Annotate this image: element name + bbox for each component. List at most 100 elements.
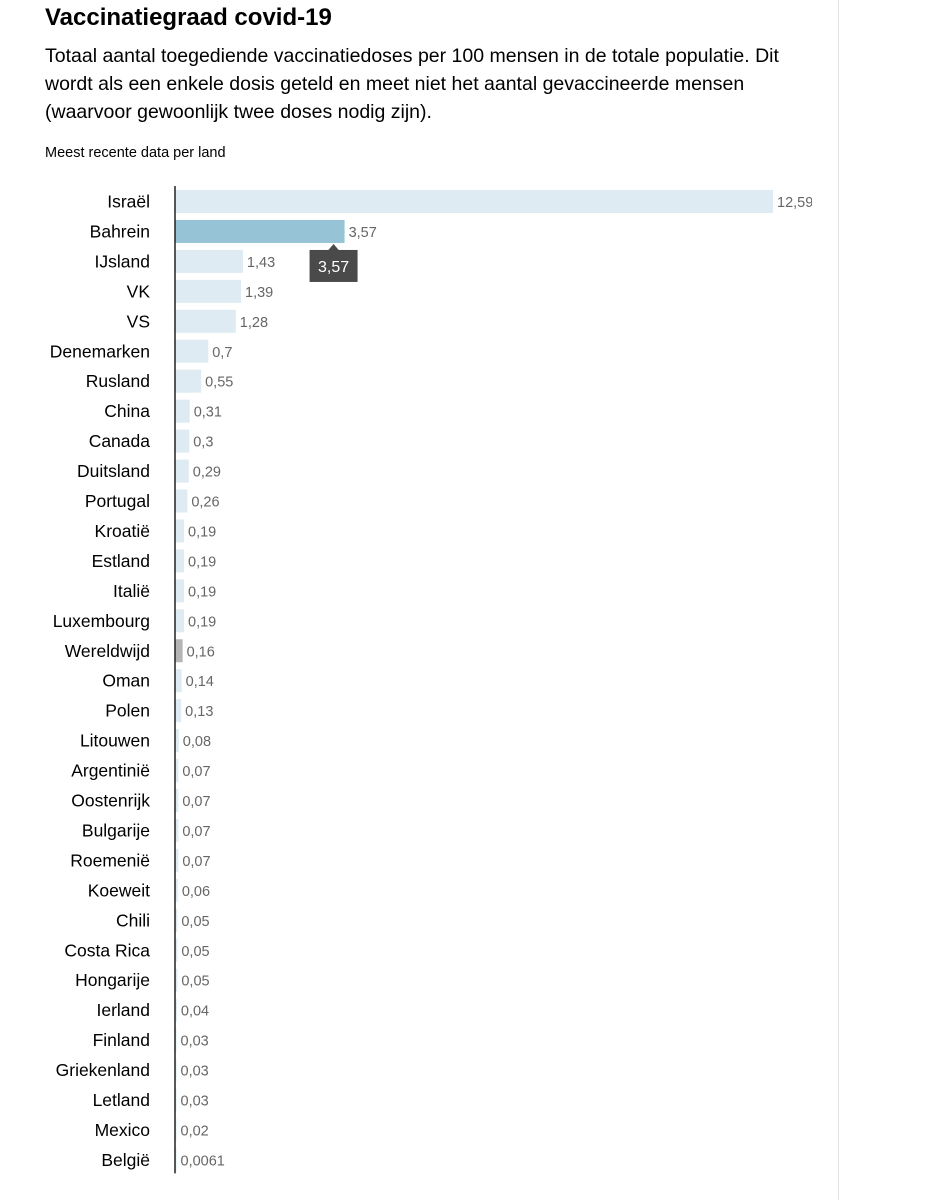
value-label-argentinie: 0,07 [182, 764, 210, 780]
bar-estland[interactable] [175, 549, 185, 573]
bar-roemenie[interactable] [175, 848, 179, 872]
value-label-roemenie: 0,07 [182, 854, 210, 870]
category-label-mexico: Mexico [95, 1120, 150, 1140]
bar-polen[interactable] [175, 699, 182, 723]
category-label-griekenland: Griekenland [56, 1060, 150, 1080]
value-label-hongarije: 0,05 [181, 974, 209, 990]
value-label-china: 0,31 [194, 405, 222, 421]
value-label-mexico: 0,02 [181, 1123, 209, 1139]
category-label-duitsland: Duitsland [77, 461, 150, 481]
category-label-finland: Finland [93, 1030, 150, 1050]
value-label-estland: 0,19 [188, 554, 216, 570]
value-label-letland: 0,03 [181, 1094, 209, 1110]
category-label-italie: Italië [113, 581, 150, 601]
bar-china[interactable] [175, 399, 190, 423]
category-label-vs: VS [127, 311, 150, 331]
bar-vs[interactable] [175, 309, 236, 333]
value-label-vs: 1,28 [240, 315, 268, 331]
value-label-canada: 0,3 [193, 435, 213, 451]
category-label-roemenie: Roemenië [70, 850, 150, 870]
bar-rusland[interactable] [175, 369, 202, 393]
category-label-canada: Canada [89, 431, 151, 451]
value-label-finland: 0,03 [181, 1034, 209, 1050]
chart-subtitle: Totaal aantal toegediende vaccinatiedose… [45, 45, 779, 123]
bar-ijsland[interactable] [175, 249, 243, 273]
category-label-china: China [104, 401, 150, 421]
category-label-denemarken: Denemarken [50, 341, 150, 361]
value-label-rusland: 0,55 [205, 375, 233, 391]
value-label-italie: 0,19 [188, 584, 216, 600]
value-label-kroatie: 0,19 [188, 524, 216, 540]
bar-italie[interactable] [175, 579, 185, 603]
value-label-ierland: 0,04 [181, 1004, 209, 1020]
bar-kroatie[interactable] [175, 519, 185, 543]
value-label-luxembourg: 0,19 [188, 614, 216, 630]
value-label-vk: 1,39 [245, 285, 273, 301]
tooltip-arrow [327, 243, 340, 251]
category-label-rusland: Rusland [86, 371, 150, 391]
panel-divider [838, 0, 839, 1200]
category-label-kroatie: Kroatië [95, 521, 150, 541]
value-label-oman: 0,14 [186, 674, 214, 690]
bar-hongarije[interactable] [175, 968, 178, 992]
value-label-oostenrijk: 0,07 [182, 794, 210, 810]
category-label-bahrein: Bahrein [90, 221, 150, 241]
category-label-portugal: Portugal [85, 491, 150, 511]
value-label-portugal: 0,26 [191, 495, 219, 511]
bar-litouwen[interactable] [175, 729, 179, 753]
bar-canada[interactable] [175, 429, 190, 453]
value-label-denemarken: 0,7 [212, 345, 232, 361]
value-label-litouwen: 0,08 [183, 734, 211, 750]
bar-koeweit[interactable] [175, 878, 178, 902]
category-label-litouwen: Litouwen [80, 731, 150, 751]
value-label-belgie: 0,0061 [181, 1153, 225, 1169]
category-label-luxembourg: Luxembourg [53, 611, 150, 631]
bar-duitsland[interactable] [175, 459, 189, 483]
bar-bulgarije[interactable] [175, 818, 179, 842]
category-label-oman: Oman [102, 671, 150, 691]
category-label-polen: Polen [105, 701, 150, 721]
bar-vk[interactable] [175, 279, 242, 303]
value-label-griekenland: 0,03 [181, 1064, 209, 1080]
category-label-koeweit: Koeweit [88, 880, 150, 900]
bar-oostenrijk[interactable] [175, 789, 179, 812]
bar-oman[interactable] [175, 669, 182, 693]
bar-portugal[interactable] [175, 489, 188, 513]
value-label-duitsland: 0,29 [193, 465, 221, 481]
category-label-bulgarije: Bulgarije [82, 820, 150, 840]
value-label-costa-rica: 0,05 [181, 944, 209, 960]
category-label-wereldwijd: Wereldwijd [65, 641, 150, 661]
category-label-argentinie: Argentinië [71, 761, 150, 781]
value-label-bulgarije: 0,07 [182, 824, 210, 840]
value-label-polen: 0,13 [185, 704, 213, 720]
category-label-costa-rica: Costa Rica [64, 940, 150, 960]
bar-ierland[interactable] [175, 998, 177, 1022]
category-label-chili: Chili [116, 910, 150, 930]
bar-argentinie[interactable] [175, 759, 179, 783]
bar-bahrein[interactable] [175, 219, 345, 243]
chart-title: Vaccinatiegraad covid-19 [45, 4, 332, 31]
category-label-israel: Israël [107, 192, 150, 212]
bar-luxembourg[interactable] [175, 609, 185, 633]
value-label-chili: 0,05 [181, 914, 209, 930]
category-label-belgie: België [101, 1150, 150, 1170]
bar-wereldwijd[interactable] [175, 639, 183, 663]
bar-israel[interactable] [175, 190, 773, 213]
value-label-koeweit: 0,06 [182, 884, 210, 900]
value-label-ijsland: 1,43 [247, 255, 275, 271]
category-label-vk: VK [127, 281, 151, 301]
value-label-israel: 12,59 [777, 195, 813, 211]
tooltip: 3,57 [309, 243, 358, 282]
category-label-ierland: Ierland [96, 1000, 150, 1020]
value-label-wereldwijd: 0,16 [187, 644, 215, 660]
category-label-oostenrijk: Oostenrijk [71, 791, 150, 811]
category-label-hongarije: Hongarije [75, 970, 150, 990]
bar-denemarken[interactable] [175, 339, 209, 363]
tooltip-value: 3,57 [318, 259, 349, 276]
chart-note: Meest recente data per land [45, 145, 226, 161]
bar-costa-rica[interactable] [175, 938, 178, 962]
bar-chili[interactable] [175, 908, 178, 932]
category-label-estland: Estland [92, 551, 150, 571]
value-label-bahrein: 3,57 [349, 225, 377, 241]
